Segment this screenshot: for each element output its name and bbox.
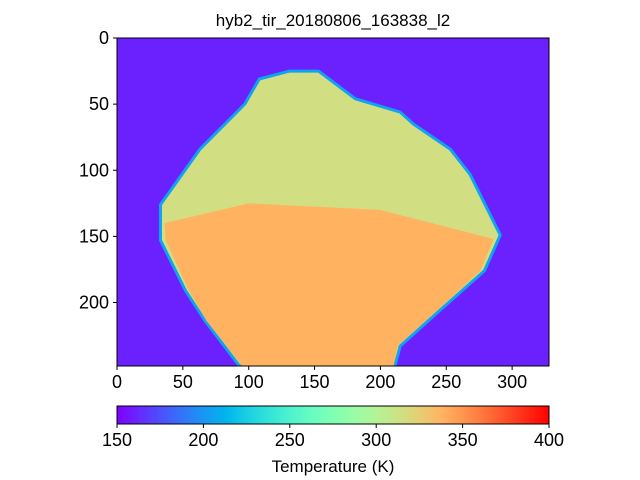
image (117, 38, 549, 366)
colorbar-tick-label: 150 (102, 430, 132, 450)
colorbar-tick-label: 350 (448, 430, 478, 450)
x-tick-label: 50 (173, 372, 193, 392)
colorbar (116, 405, 550, 425)
colorbar-tick-label: 300 (361, 430, 391, 450)
y-tick-label: 50 (89, 94, 109, 114)
x-tick-label: 300 (497, 372, 527, 392)
region (164, 203, 494, 366)
colorbar-tick-label: 200 (188, 430, 218, 450)
x-tick-label: 200 (365, 372, 395, 392)
y-tick-label: 150 (79, 226, 109, 246)
colorbar-tick-label: 250 (275, 430, 305, 450)
x-tick-label: 100 (234, 372, 264, 392)
x-tick-label: 250 (431, 372, 461, 392)
y-tick-label: 100 (79, 160, 109, 180)
y-tick-label: 200 (79, 293, 109, 313)
axes-frame (116, 37, 550, 367)
colorbar-label: Temperature (K) (272, 457, 395, 476)
colorbar-tick-label: 400 (534, 430, 564, 450)
x-tick-label: 150 (300, 372, 330, 392)
x-tick-label: 0 (112, 372, 122, 392)
chart-title: hyb2_tir_20180806_163838_l2 (216, 11, 450, 30)
y-tick-label: 0 (99, 28, 109, 48)
